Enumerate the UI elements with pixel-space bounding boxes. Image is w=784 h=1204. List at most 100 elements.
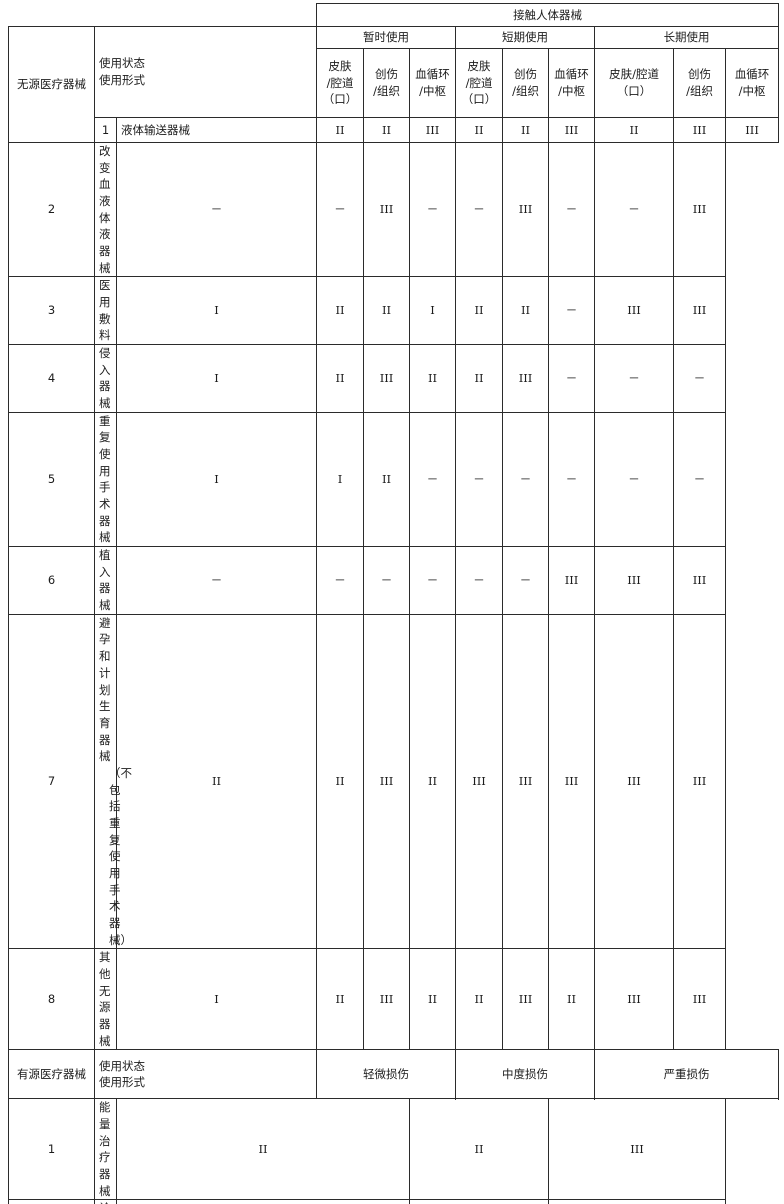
table-row: 1 能量治疗器械 II II III [8,1098,779,1201]
cell-value: II [594,117,675,143]
cell-value: I [115,948,318,1051]
cell-value: II [409,1098,550,1201]
caption-spacer [8,3,317,27]
cell-value: III [409,117,457,143]
cell-value: － [115,141,318,278]
cell-value: － [673,344,727,413]
subcol-long-wound: 创伤 /组织 [673,48,727,118]
row-number: 6 [8,546,95,615]
cell-value: － [548,411,596,548]
cell-value: II [363,276,411,346]
cell-value: II [316,117,365,143]
group-header-temporary: 暂时使用 [316,26,457,49]
row-name: 侵入器械 [94,344,117,413]
table-row: 2 改变血液体液器械 － － III － － III － － III [8,141,779,278]
row-name: 避孕和计划生育器械 （不包括重复使用手术器械） [94,613,132,950]
cell-value: － [548,276,596,346]
cell-value: III [363,948,411,1051]
subcol-long-skin: 皮肤/腔道 （口） [594,48,675,118]
subcol-short-wound: 创伤 /组织 [502,48,550,118]
cell-value: II [548,948,596,1051]
cell-value: III [363,141,411,278]
cell-value: III [673,546,727,615]
cell-value: II [115,1098,411,1201]
cell-value: － [409,411,457,548]
cell-value: II [316,613,365,950]
row-name: 重复使用手术器械 [94,411,117,548]
cell-value: － [363,546,411,615]
cell-value: III [548,546,596,615]
subcol-temp-wound: 创伤 /组织 [363,48,411,118]
cell-value: － [673,411,727,548]
cell-value: II [502,117,550,143]
group-header-severe-injury: 严重损伤 [594,1049,780,1100]
passive-group-header-row: 无源医疗器械 使用状态 使用形式 暂时使用 短期使用 长期使用 [8,26,780,143]
cell-value: I [115,411,318,548]
table-caption-row: 接触人体器械 [8,3,780,27]
cell-value: II [455,276,504,346]
subcol-temp-circulation: 血循环 /中枢 [409,48,457,118]
cell-value: II [363,411,411,548]
cell-value: － [409,141,457,278]
section-label-active: 有源医疗器械 [8,1049,95,1100]
cell-value: II [316,948,365,1051]
cell-value: － [548,141,596,278]
cell-value: － [502,411,550,548]
cell-value: III [594,546,675,615]
cell-value: III [673,948,727,1051]
cell-value: III [502,344,550,413]
cell-value: II [363,117,411,143]
cell-value: － [455,411,504,548]
cell-value: II [115,613,318,950]
row-number: 4 [8,344,95,413]
cell-value: III [725,117,780,143]
cell-value: － [594,141,675,278]
row-name: 植入器械 [94,546,117,615]
cell-value: III [363,613,411,950]
section-label-passive: 无源医疗器械 [8,26,95,143]
cell-value: － [455,141,504,278]
cell-value: III [502,613,550,950]
cell-value: III [502,948,550,1051]
cell-value: III [673,117,727,143]
row-number: 7 [8,613,95,950]
document-page: 接触人体器械 无源医疗器械 使用状态 使用形式 暂时使用 短期使用 长期使用 皮… [8,3,780,1204]
row-name: 其他无源器械 [94,948,117,1051]
cell-value: － [548,344,596,413]
subcol-long-circulation: 血循环 /中枢 [725,48,780,118]
cell-value: － [594,344,675,413]
subcol-short-skin: 皮肤 /腔道 （口） [455,48,504,118]
table-row: 8 其他无源器械 I II III II II III II III III [8,948,779,1051]
table-row: 7 避孕和计划生育器械 （不包括重复使用手术器械） II II III II I… [8,613,779,950]
active-axis-form: 使用形式 [99,1075,145,1090]
table-row: 2 诊断监护器械 II II III [8,1199,779,1204]
cell-value: I [115,344,318,413]
table-caption: 接触人体器械 [316,3,780,27]
cell-value: － [502,546,550,615]
cell-value: II [409,1199,550,1204]
table-row: 6 植入器械 － － － － － － III III III [8,546,779,615]
row-number: 5 [8,411,95,548]
table-row: 4 侵入器械 I II III II II III － － － [8,344,779,413]
row-number: 2 [8,141,95,278]
active-axis-state: 使用状态 [99,1058,145,1073]
cell-value: III [548,1199,727,1204]
cell-value: III [594,948,675,1051]
cell-value: III [548,613,596,950]
row-name-line1: 避孕和计划生育器械 [99,615,111,764]
active-axis-labels: 使用状态 使用形式 [93,1049,318,1100]
row-name: 能量治疗器械 [94,1098,117,1201]
cell-value: III [673,613,727,950]
cell-value: III [502,141,550,278]
group-header-minor-injury: 轻微损伤 [316,1049,457,1100]
passive-axis-state: 使用状态 [99,56,145,71]
subcol-temp-skin: 皮肤 /腔道 （口） [316,48,365,118]
cell-value: II [316,276,365,346]
row-name: 诊断监护器械 [94,1199,117,1204]
table-row: 3 医用敷料 I II II I II II － III III [8,276,779,346]
group-header-moderate-injury: 中度损伤 [455,1049,596,1100]
subcol-short-circulation: 血循环 /中枢 [548,48,596,118]
cell-value: II [115,1199,411,1204]
cell-value: II [409,948,457,1051]
cell-value: III [548,1098,727,1201]
